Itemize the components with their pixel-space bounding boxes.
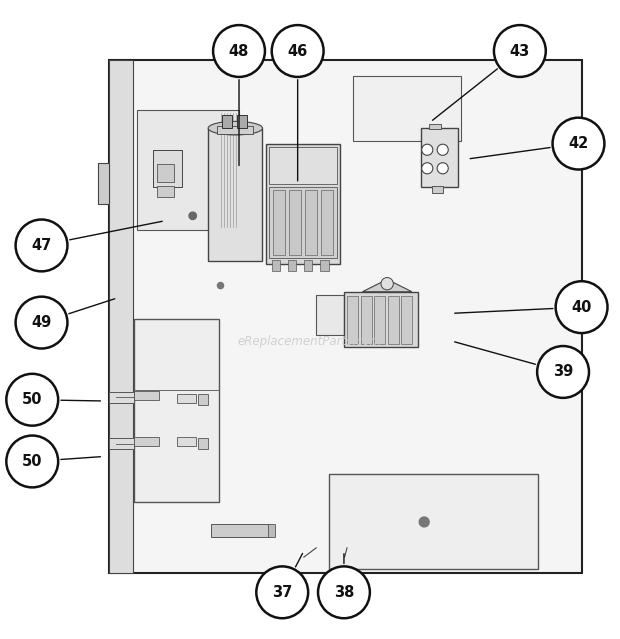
Bar [265, 144, 340, 264]
Bar [268, 525, 275, 537]
Text: 46: 46 [288, 43, 308, 59]
Text: 50: 50 [22, 454, 43, 469]
Circle shape [16, 296, 68, 348]
Bar [177, 394, 196, 403]
Bar [321, 190, 334, 255]
Bar [137, 110, 239, 230]
Circle shape [213, 25, 265, 77]
Bar [208, 128, 262, 261]
Bar [401, 296, 412, 344]
Bar [153, 150, 182, 187]
Circle shape [272, 25, 324, 77]
Circle shape [16, 220, 68, 272]
Circle shape [537, 346, 589, 398]
Text: 50: 50 [22, 392, 43, 407]
Bar [288, 260, 296, 272]
Ellipse shape [208, 121, 262, 135]
Bar [353, 75, 461, 141]
Bar [316, 295, 344, 335]
Text: 47: 47 [32, 238, 51, 253]
Bar [109, 438, 134, 449]
Bar [109, 60, 582, 573]
Bar [99, 163, 109, 204]
Text: 38: 38 [334, 585, 354, 600]
Circle shape [189, 212, 197, 220]
Bar [344, 292, 418, 347]
Bar [198, 438, 208, 449]
Bar [429, 125, 441, 129]
Bar [273, 190, 285, 255]
Bar [157, 164, 174, 183]
Circle shape [422, 144, 433, 155]
Bar [289, 190, 301, 255]
Circle shape [556, 281, 608, 333]
Bar [268, 187, 337, 258]
Bar [268, 147, 337, 183]
Bar [347, 296, 358, 344]
Bar [421, 128, 458, 187]
Circle shape [437, 144, 448, 155]
Text: 39: 39 [553, 364, 573, 380]
Circle shape [256, 566, 308, 619]
Circle shape [419, 517, 429, 527]
Circle shape [422, 163, 433, 174]
Bar [361, 296, 372, 344]
Bar [305, 190, 317, 255]
Bar [272, 260, 280, 272]
Text: 37: 37 [272, 585, 293, 600]
Bar [218, 126, 253, 134]
Circle shape [437, 163, 448, 174]
Circle shape [494, 25, 546, 77]
Circle shape [318, 566, 370, 619]
Text: 48: 48 [229, 43, 249, 59]
Bar [198, 394, 208, 405]
Text: 42: 42 [569, 136, 588, 151]
Bar [329, 473, 538, 569]
Bar [237, 114, 247, 128]
Bar [134, 391, 159, 400]
Bar [109, 392, 134, 403]
Bar [388, 296, 399, 344]
Circle shape [552, 118, 604, 169]
Circle shape [381, 277, 393, 290]
Bar [109, 60, 133, 573]
Bar [134, 437, 159, 446]
Polygon shape [363, 279, 412, 292]
Bar [211, 525, 270, 537]
Circle shape [218, 282, 224, 289]
Circle shape [6, 374, 58, 426]
Text: 40: 40 [572, 300, 591, 314]
Circle shape [6, 436, 58, 488]
Bar [134, 320, 219, 502]
Bar [432, 185, 443, 193]
Bar [157, 186, 174, 197]
Text: 43: 43 [510, 43, 530, 59]
Bar [320, 260, 329, 272]
Bar [177, 437, 196, 446]
Text: eReplacementParts.com: eReplacementParts.com [238, 335, 382, 348]
Bar [374, 296, 385, 344]
Bar [304, 260, 312, 272]
Bar [223, 114, 232, 128]
Text: 49: 49 [32, 315, 51, 330]
